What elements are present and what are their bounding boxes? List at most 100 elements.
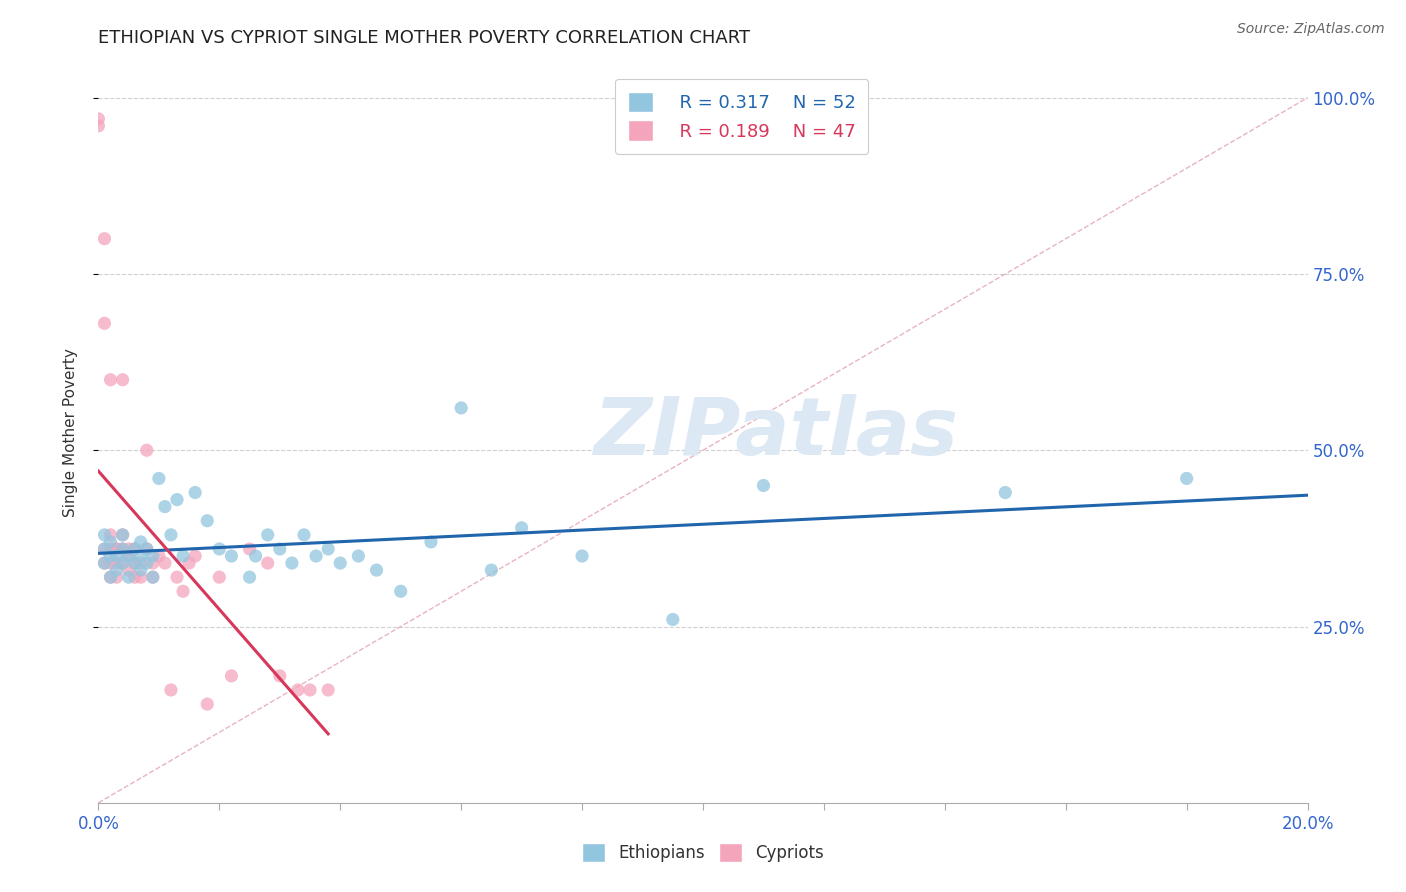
Point <box>389 584 412 599</box>
Point <box>135 541 157 556</box>
Point <box>142 549 165 563</box>
Point <box>111 556 134 570</box>
Point <box>299 683 322 698</box>
Point <box>100 549 122 563</box>
Point <box>111 541 134 556</box>
Point <box>105 556 128 570</box>
Point <box>129 535 152 549</box>
Point <box>142 570 165 584</box>
Point <box>166 492 188 507</box>
Point <box>195 514 218 528</box>
Point <box>347 549 370 563</box>
Text: ETHIOPIAN VS CYPRIOT SINGLE MOTHER POVERTY CORRELATION CHART: ETHIOPIAN VS CYPRIOT SINGLE MOTHER POVER… <box>98 29 751 47</box>
Point <box>184 485 207 500</box>
Point <box>179 556 201 570</box>
Point <box>166 570 188 584</box>
Point <box>287 683 309 698</box>
Point <box>129 570 152 584</box>
Point <box>87 119 110 133</box>
Point <box>256 528 278 542</box>
Point <box>450 401 472 415</box>
Point <box>124 570 146 584</box>
Point <box>118 563 141 577</box>
Point <box>153 556 176 570</box>
Point <box>994 485 1017 500</box>
Point <box>281 556 304 570</box>
Point <box>100 570 122 584</box>
Point <box>135 541 157 556</box>
Point <box>1175 471 1198 485</box>
Point <box>153 500 176 514</box>
Point <box>129 556 152 570</box>
Point <box>93 232 115 246</box>
Point <box>148 549 170 563</box>
Point <box>195 697 218 711</box>
Point <box>100 556 122 570</box>
Point <box>208 570 231 584</box>
Point <box>105 563 128 577</box>
Point <box>208 541 231 556</box>
Point <box>93 541 115 556</box>
Point <box>571 549 593 563</box>
Text: Source: ZipAtlas.com: Source: ZipAtlas.com <box>1237 22 1385 37</box>
Point <box>269 669 291 683</box>
Point <box>256 556 278 570</box>
Point <box>269 541 291 556</box>
Point <box>111 528 134 542</box>
Point <box>135 443 157 458</box>
Point <box>118 549 141 563</box>
Point <box>661 612 683 626</box>
Point <box>420 535 443 549</box>
Point <box>105 570 128 584</box>
Text: ZIPatlas: ZIPatlas <box>593 393 957 472</box>
Point <box>100 373 122 387</box>
Point <box>129 549 152 563</box>
Point <box>366 563 388 577</box>
Point <box>105 541 128 556</box>
Point <box>221 669 243 683</box>
Point <box>752 478 775 492</box>
Point <box>239 570 262 584</box>
Point <box>481 563 503 577</box>
Point <box>105 549 128 563</box>
Point <box>118 570 141 584</box>
Point <box>221 549 243 563</box>
Point <box>329 556 352 570</box>
Point <box>111 541 134 556</box>
Point <box>100 541 122 556</box>
Point <box>124 556 146 570</box>
Point <box>93 556 115 570</box>
Point <box>160 528 183 542</box>
Point <box>111 528 134 542</box>
Point <box>160 683 183 698</box>
Legend: Ethiopians, Cypriots: Ethiopians, Cypriots <box>575 836 831 869</box>
Point <box>93 556 115 570</box>
Point <box>100 528 122 542</box>
Point <box>124 541 146 556</box>
Point <box>93 528 115 542</box>
Point <box>316 541 339 556</box>
Point <box>184 549 207 563</box>
Point <box>239 541 262 556</box>
Point <box>100 570 122 584</box>
Point <box>124 541 146 556</box>
Point <box>142 556 165 570</box>
Point <box>93 316 115 330</box>
Point <box>510 521 533 535</box>
Point <box>245 549 267 563</box>
Point <box>118 541 141 556</box>
Point <box>316 683 339 698</box>
Point <box>172 584 194 599</box>
Point <box>142 570 165 584</box>
Point <box>292 528 315 542</box>
Point <box>100 535 122 549</box>
Point <box>129 563 152 577</box>
Point <box>148 471 170 485</box>
Point <box>87 112 110 126</box>
Point <box>172 549 194 563</box>
Point <box>135 556 157 570</box>
Point <box>93 541 115 556</box>
Point <box>105 541 128 556</box>
Y-axis label: Single Mother Poverty: Single Mother Poverty <box>63 348 77 517</box>
Point <box>124 556 146 570</box>
